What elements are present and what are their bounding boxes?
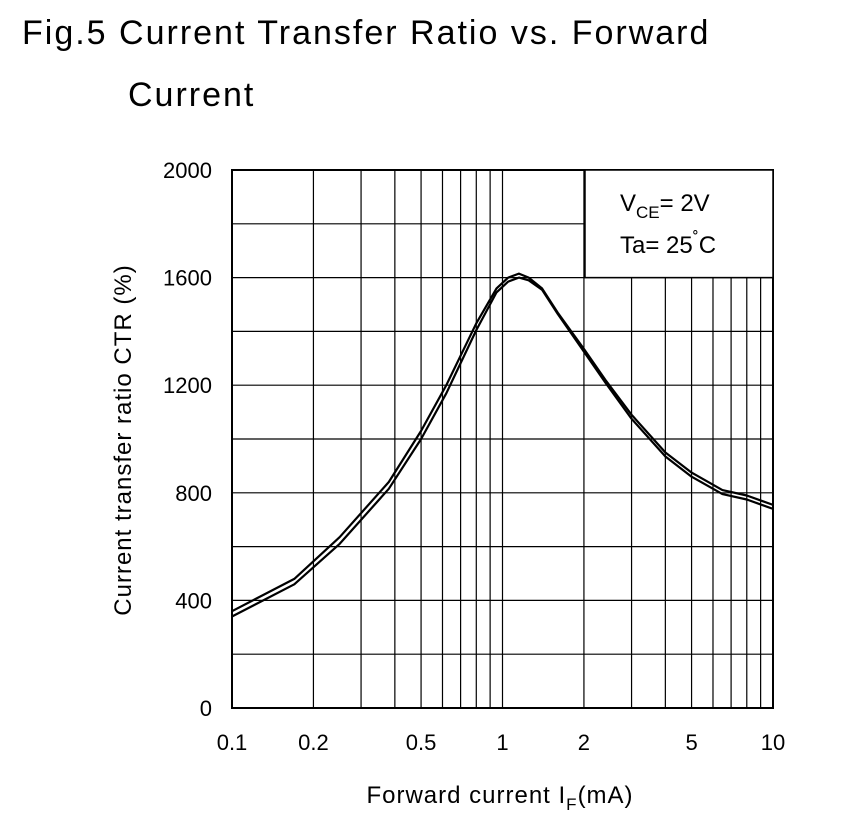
conditions-box: VCE= 2V Ta= 25˚C xyxy=(584,169,774,279)
figure-title-line-1: Fig.5 Current Transfer Ratio vs. Forward xyxy=(22,14,711,52)
condition-vce: VCE= 2V xyxy=(620,190,710,222)
y-tick-label: 2000 xyxy=(163,158,212,183)
grid xyxy=(232,170,773,708)
series-line-2 xyxy=(231,276,774,618)
plot-frame xyxy=(231,169,774,709)
series-group xyxy=(231,272,774,618)
x-tick-label: 1 xyxy=(496,730,508,755)
y-tick-label: 1200 xyxy=(163,373,212,398)
figure-title-line-2: Current xyxy=(128,76,256,114)
y-axis-label: Current transfer ratio CTR (%) xyxy=(110,264,137,615)
y-tick-label: 800 xyxy=(175,481,212,506)
x-axis-label: Forward current IF(mA) xyxy=(366,782,633,814)
x-tick-label: 0.2 xyxy=(298,730,329,755)
series-line-1 xyxy=(231,272,774,613)
x-tick-label: 10 xyxy=(761,730,785,755)
y-tick-labels: 0 400 800 1200 1600 2000 xyxy=(163,158,212,721)
x-tick-label: 5 xyxy=(685,730,697,755)
y-tick-label: 1600 xyxy=(163,266,212,291)
x-tick-label: 0.5 xyxy=(406,730,437,755)
x-tick-labels: 0.1 0.2 0.5 1 2 5 10 xyxy=(217,730,786,755)
y-tick-label: 0 xyxy=(200,696,212,721)
x-tick-label: 0.1 xyxy=(217,730,248,755)
y-tick-label: 400 xyxy=(175,588,212,613)
x-tick-label: 2 xyxy=(578,730,590,755)
condition-ta: Ta= 25˚C xyxy=(620,229,716,259)
